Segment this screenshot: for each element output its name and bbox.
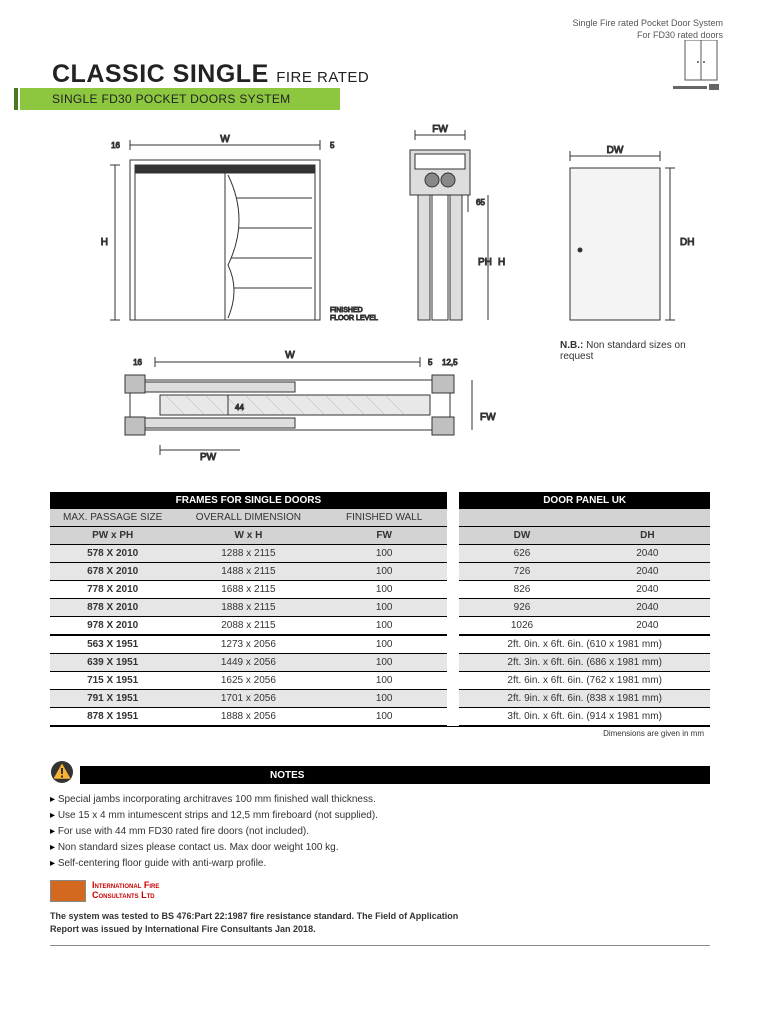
nb-note: N.B.: Non standard sizes on request [560, 340, 700, 362]
svg-text:16: 16 [111, 141, 120, 150]
svg-text:FINISHED: FINISHED [330, 307, 363, 314]
cert-logo: International FireConsultants Ltd [50, 880, 159, 902]
subtitle-bar: SINGLE FD30 POCKET DOORS SYSTEM [20, 88, 340, 110]
table-row: 878 X 20101888 x 21151009262040 [50, 599, 710, 617]
svg-text:DH: DH [680, 237, 694, 248]
technical-diagrams: W 16 5 H FINISHED FLOOR LEVEL FW [40, 120, 720, 480]
svg-text:16: 16 [133, 358, 142, 367]
svg-text:5: 5 [428, 358, 433, 367]
table-row: 678 X 20101488 x 21151007262040 [50, 563, 710, 581]
svg-text:FLOOR LEVEL: FLOOR LEVEL [330, 315, 378, 322]
svg-text:44: 44 [235, 403, 244, 412]
green-accent [14, 88, 18, 110]
header-line1: Single Fire rated Pocket Door System [572, 18, 723, 30]
note-item: Use 15 x 4 mm intumescent strips and 12,… [50, 808, 710, 824]
svg-text:W: W [285, 350, 295, 361]
notes-section: NOTES Special jambs incorporating archit… [50, 760, 710, 872]
cert-logo-text: International FireConsultants Ltd [92, 881, 159, 901]
svg-text:5: 5 [330, 141, 335, 150]
warning-icon [50, 760, 74, 784]
table-header-row: FRAMES FOR SINGLE DOORS DOOR PANEL UK [50, 492, 710, 509]
th-door-panel: DOOR PANEL UK [459, 492, 710, 509]
svg-text:PH: PH [478, 257, 492, 268]
table-row: 715 X 19511625 x 20561002ft. 6in. x 6ft.… [50, 672, 710, 690]
title-sub: FIRE RATED [276, 69, 369, 86]
title-main: CLASSIC SINGLE [52, 60, 269, 88]
th-frames: FRAMES FOR SINGLE DOORS [50, 492, 447, 509]
svg-text:DW: DW [607, 145, 624, 156]
note-item: For use with 44 mm FD30 rated fire doors… [50, 824, 710, 840]
svg-text:12,5: 12,5 [442, 358, 458, 367]
svg-text:H: H [101, 237, 108, 248]
door-icon [673, 40, 723, 95]
cert-statement: The system was tested to BS 476:Part 22:… [50, 910, 470, 935]
table-row: 578 X 20101288 x 21151006262040 [50, 545, 710, 563]
svg-text:W: W [220, 134, 230, 145]
table-row: 563 X 19511273 x 20561002ft. 0in. x 6ft.… [50, 635, 710, 654]
notes-list: Special jambs incorporating architraves … [50, 792, 710, 872]
table-row: 639 X 19511449 x 20561002ft. 3in. x 6ft.… [50, 654, 710, 672]
note-item: Self-centering floor guide with anti-war… [50, 856, 710, 872]
footer-rule [50, 945, 710, 946]
table-subhead2-row: PW x PH W x H FW DW DH [50, 527, 710, 545]
note-item: Non standard sizes please contact us. Ma… [50, 840, 710, 856]
nb-bold: N.B.: [560, 340, 583, 351]
table-subhead-row: MAX. PASSAGE SIZE OVERALL DIMENSION FINI… [50, 509, 710, 527]
dimensions-table: FRAMES FOR SINGLE DOORS DOOR PANEL UK MA… [50, 492, 710, 740]
svg-text:PW: PW [200, 452, 217, 463]
certification-section: International FireConsultants Ltd The sy… [50, 880, 710, 946]
table-row: 778 X 20101688 x 21151008262040 [50, 581, 710, 599]
notes-title: NOTES [80, 766, 710, 784]
svg-text:H: H [498, 257, 505, 268]
dimensions-footnote: Dimensions are given in mm [50, 726, 710, 740]
svg-text:FW: FW [432, 124, 448, 135]
svg-text:FW: FW [480, 412, 496, 423]
main-title: CLASSIC SINGLE FIRE RATED [52, 60, 369, 89]
table-row: 791 X 19511701 x 20561002ft. 9in. x 6ft.… [50, 690, 710, 708]
table-row: 978 X 20102088 x 211510010262040 [50, 617, 710, 636]
note-item: Special jambs incorporating architraves … [50, 792, 710, 808]
cert-logo-box [50, 880, 86, 902]
svg-text:65: 65 [476, 198, 485, 207]
header-meta: Single Fire rated Pocket Door System For… [572, 18, 723, 41]
table-row: 878 X 19511888 x 20561003ft. 0in. x 6ft.… [50, 708, 710, 726]
